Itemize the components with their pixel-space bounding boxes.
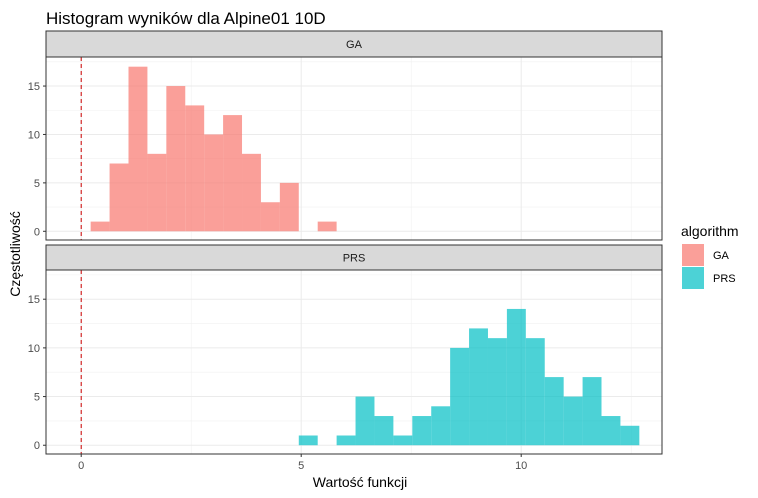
panel-prs: PRS 0 5 10 15 0 5 10 xyxy=(28,244,663,472)
histogram-bar xyxy=(525,338,545,446)
legend-label-ga: GA xyxy=(713,250,730,262)
histogram-bar xyxy=(487,338,507,446)
panel-border xyxy=(45,56,663,241)
legend: algorithm GA PRS xyxy=(681,223,739,289)
y-tick-label: 15 xyxy=(28,294,40,306)
histogram-bar xyxy=(279,182,299,232)
histogram-bar xyxy=(204,134,224,232)
legend-label-prs: PRS xyxy=(713,273,736,285)
y-tick-label: 5 xyxy=(34,178,40,190)
histogram-bar xyxy=(185,105,205,232)
y-tick-label: 10 xyxy=(28,343,40,355)
legend-key-prs xyxy=(682,267,704,289)
histogram-bar xyxy=(317,221,337,232)
histogram-bar xyxy=(128,66,148,232)
histogram-bar xyxy=(223,115,243,232)
histogram-bar xyxy=(242,153,261,232)
histogram-bar xyxy=(412,416,432,446)
facet-strip-label: PRS xyxy=(343,253,366,265)
panel-border xyxy=(45,269,663,455)
y-tick-label: 0 xyxy=(34,226,40,238)
histogram-bar xyxy=(90,221,110,232)
histogram-bar xyxy=(601,416,621,446)
histogram-bar xyxy=(544,377,564,446)
histogram-bar xyxy=(393,435,413,446)
panel-ga: GA 0 5 10 15 xyxy=(28,30,663,241)
x-tick-label: 10 xyxy=(515,460,527,472)
histogram-bar xyxy=(506,308,526,446)
y-tick-label: 10 xyxy=(28,129,40,141)
histogram-bar xyxy=(582,377,602,446)
chart-title: Histogram wyników dla Alpine01 10D xyxy=(46,9,326,28)
legend-key-ga xyxy=(682,244,704,266)
histogram-bar xyxy=(563,396,583,446)
histogram-bar xyxy=(260,202,280,232)
y-tick-label: 5 xyxy=(34,392,40,404)
x-tick-label: 5 xyxy=(298,460,304,472)
histogram-bar xyxy=(166,86,186,232)
histogram-bar xyxy=(620,425,640,446)
facet-strip xyxy=(45,244,663,271)
histogram-bar xyxy=(109,163,129,232)
y-axis-label: Częstotliwość xyxy=(7,211,23,297)
legend-title: algorithm xyxy=(681,223,739,239)
histogram-bar xyxy=(431,406,451,446)
histogram-bar xyxy=(147,153,167,232)
histogram-bar xyxy=(355,396,375,446)
x-tick-label: 0 xyxy=(78,460,84,472)
y-tick-label: 0 xyxy=(34,440,40,452)
histogram-bar xyxy=(298,435,318,446)
histogram-bar xyxy=(469,328,488,446)
histogram-bar xyxy=(336,435,356,446)
histogram-bar xyxy=(450,347,470,446)
y-tick-label: 15 xyxy=(28,81,40,93)
facet-strip xyxy=(45,30,663,58)
histogram-bar xyxy=(374,416,394,446)
facet-panels: GA 0 5 10 15 PRS 0 5 10 15 0 5 10 xyxy=(28,30,663,472)
x-axis-label: Wartość funkcji xyxy=(313,474,407,490)
facet-strip-label: GA xyxy=(346,39,363,51)
